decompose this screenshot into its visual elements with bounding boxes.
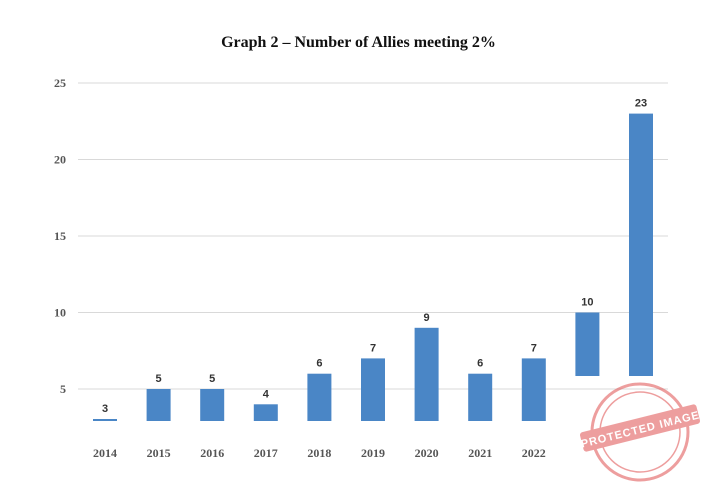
data-label: 7 <box>370 342 376 354</box>
data-label: 5 <box>156 373 162 385</box>
y-tick-label: 5 <box>60 382 66 396</box>
bar-2017 <box>253 404 278 421</box>
y-tick-label: 15 <box>54 229 66 243</box>
y-tick-label: 20 <box>54 153 66 167</box>
data-label: 3 <box>102 403 108 415</box>
bar-extra-9 <box>575 312 600 376</box>
bar-2019 <box>361 358 385 421</box>
data-label: 6 <box>477 358 483 370</box>
data-label: 10 <box>581 297 593 309</box>
y-tick-label: 10 <box>54 306 66 320</box>
x-tick-label: 2018 <box>307 446 331 460</box>
x-tick-label: 2019 <box>361 446 385 460</box>
data-label: 5 <box>209 373 215 385</box>
bar-2018 <box>307 373 332 421</box>
bar-2016 <box>200 389 225 421</box>
x-tick-label: 2020 <box>415 446 439 460</box>
x-tick-label: 2021 <box>468 446 492 460</box>
data-label: 7 <box>531 342 537 354</box>
bar-extra-10 <box>629 113 653 376</box>
bar-2015 <box>146 389 171 421</box>
data-label: 23 <box>635 98 647 110</box>
x-tick-label: 2017 <box>254 446 278 460</box>
data-label: 4 <box>263 388 270 400</box>
bar-2014 <box>93 419 117 421</box>
bar-2020 <box>414 327 439 421</box>
chart-title: Graph 2 – Number of Allies meeting 2% <box>221 34 496 51</box>
x-tick-label: 2022 <box>522 446 546 460</box>
x-tick-label: 2015 <box>147 446 171 460</box>
bar-2021 <box>468 373 493 421</box>
data-label: 9 <box>424 312 430 324</box>
data-label: 6 <box>316 358 322 370</box>
protected-image-stamp: PROTECTED IMAGE <box>580 382 701 482</box>
x-tick-label: 2016 <box>200 446 224 460</box>
y-tick-label: 25 <box>54 76 66 90</box>
x-tick-label: 2014 <box>93 446 117 460</box>
bar-2022 <box>521 358 546 421</box>
